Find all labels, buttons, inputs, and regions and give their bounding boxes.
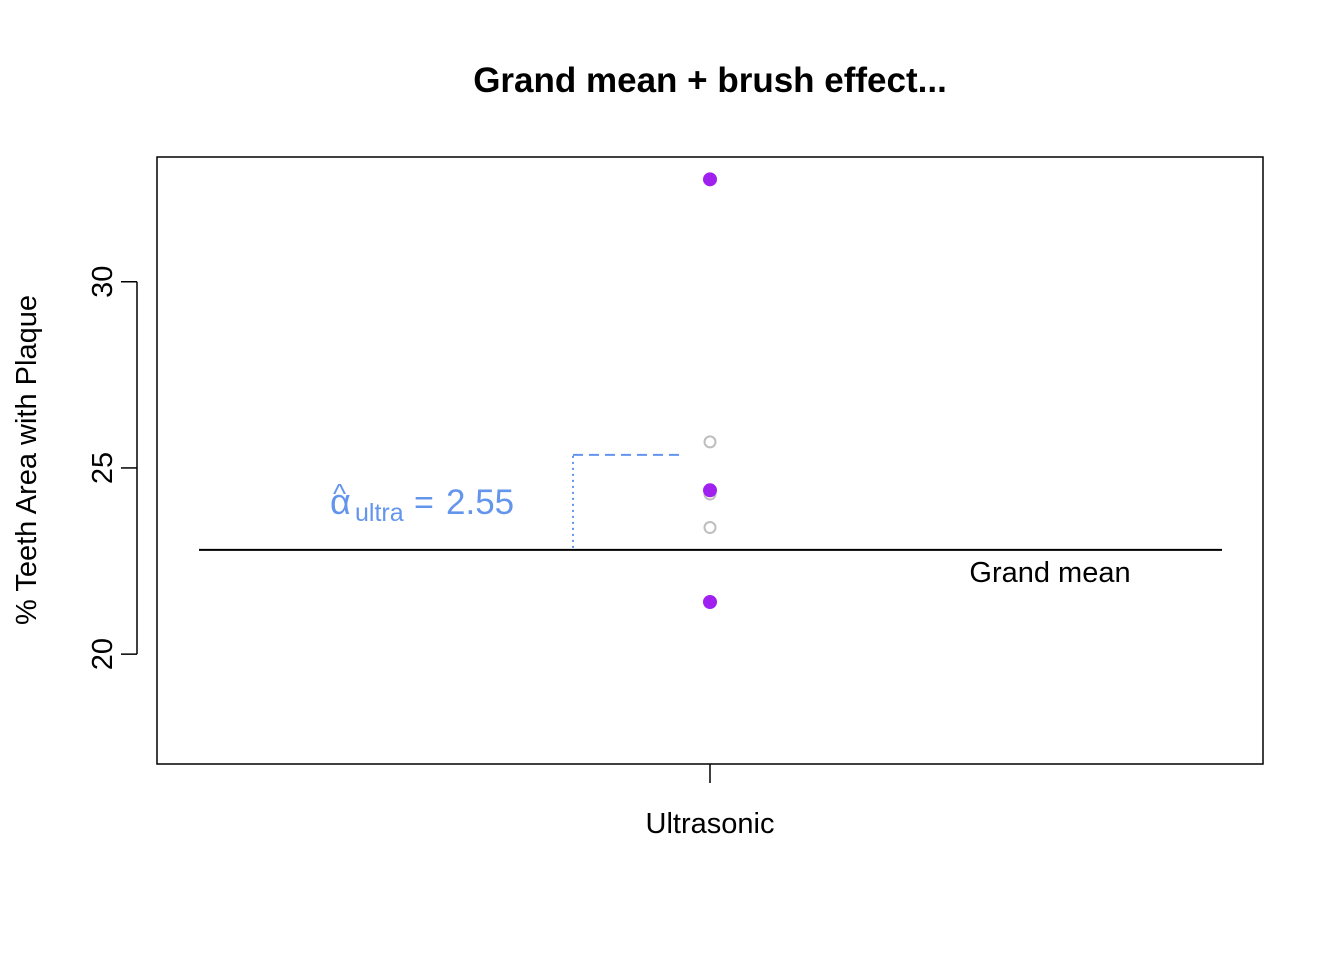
chart-title: Grand mean + brush effect...: [473, 61, 947, 100]
y-axis: 20 25 30: [87, 266, 138, 670]
data-point-open: [703, 435, 717, 449]
alpha-hat-mark: ^: [333, 478, 346, 509]
y-tick-label: 20: [87, 638, 119, 670]
data-points: [703, 172, 717, 610]
data-point-filled: [703, 595, 717, 610]
effect-label: ^ α ultra = 2.55: [330, 478, 514, 527]
x-axis: Ultrasonic: [646, 764, 775, 840]
plot-area-frame: [156, 156, 1264, 765]
alpha-equals: =: [414, 484, 434, 522]
alpha-value: 2.55: [446, 483, 514, 522]
alpha-subscript: ultra: [355, 499, 404, 527]
grand-mean-label: Grand mean: [969, 557, 1130, 589]
y-axis-label: % Teeth Area with Plaque: [11, 295, 43, 625]
y-tick-label: 25: [87, 452, 119, 484]
data-point-filled: [703, 483, 717, 498]
data-point-open: [703, 521, 717, 535]
x-tick-label: Ultrasonic: [646, 808, 775, 840]
alpha-symbol: α: [330, 481, 351, 522]
data-point-filled: [703, 172, 717, 187]
y-tick-label: 30: [87, 266, 119, 298]
